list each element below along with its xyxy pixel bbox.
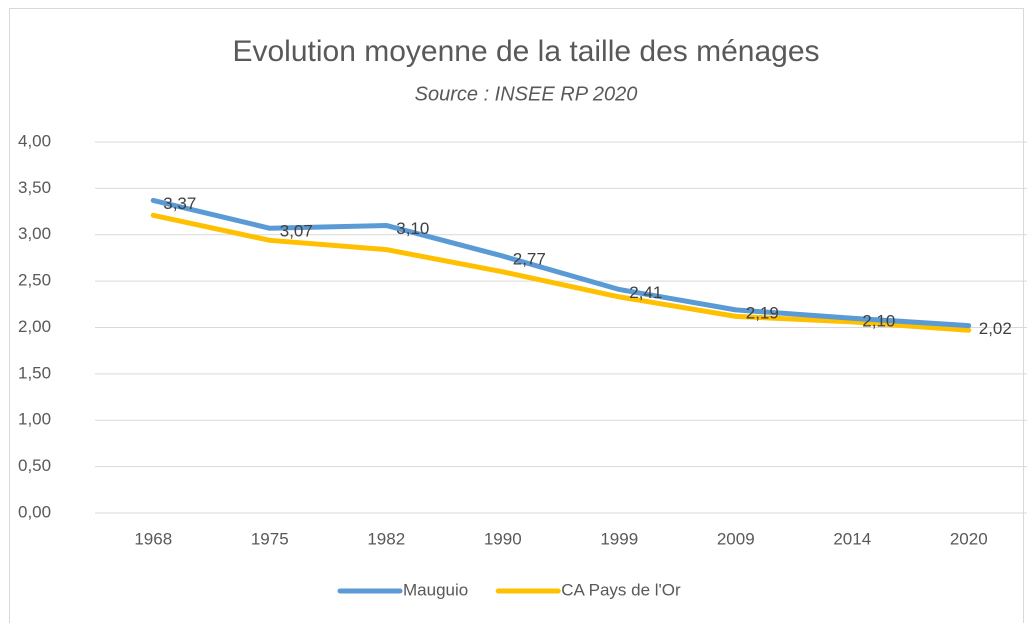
- y-tick-label: 3,50: [18, 178, 51, 197]
- x-tick-label: 2014: [833, 529, 871, 548]
- series-line: [150, 212, 972, 333]
- data-label: 2,41: [629, 283, 662, 302]
- chart-border: [9, 8, 1024, 623]
- data-label: 2,77: [513, 250, 546, 269]
- y-tick-label: 4,00: [18, 131, 51, 150]
- data-label: 3,10: [396, 219, 429, 238]
- data-label: 2,10: [862, 312, 895, 331]
- data-label: 2,02: [979, 319, 1012, 338]
- legend-label: Mauguio: [403, 580, 468, 599]
- y-tick-label: 2,50: [18, 271, 51, 290]
- y-tick-label: 1,00: [18, 410, 51, 429]
- x-tick-label: 2020: [950, 529, 988, 548]
- x-tick-label: 1975: [251, 529, 289, 548]
- y-tick-label: 0,50: [18, 456, 51, 475]
- x-tick-label: 1968: [134, 529, 172, 548]
- x-tick-label: 1982: [367, 529, 405, 548]
- chart-title: Evolution moyenne de la taille des ménag…: [232, 35, 819, 68]
- y-tick-label: 2,00: [18, 317, 51, 336]
- series-line: [150, 197, 972, 329]
- legend-label: CA Pays de l'Or: [561, 580, 681, 599]
- x-tick-label: 1999: [600, 529, 638, 548]
- x-tick-label: 1990: [484, 529, 522, 548]
- x-tick-label: 2009: [717, 529, 755, 548]
- y-tick-label: 3,00: [18, 224, 51, 243]
- data-label: 2,19: [746, 303, 779, 322]
- y-tick-label: 1,50: [18, 363, 51, 382]
- data-label: 3,07: [280, 222, 313, 241]
- chart-subtitle: Source : INSEE RP 2020: [415, 83, 638, 105]
- data-label: 3,37: [163, 194, 196, 213]
- y-tick-label: 0,00: [18, 502, 51, 521]
